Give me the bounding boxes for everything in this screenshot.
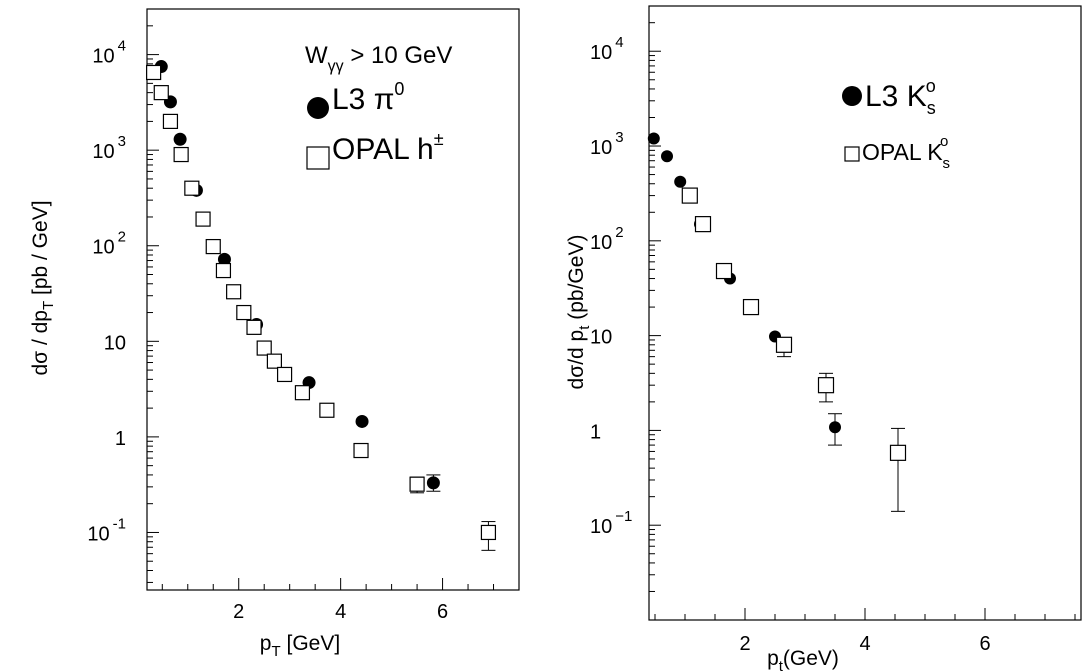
legend-label: OPAL h± xyxy=(332,129,444,166)
x-tick-label: 2 xyxy=(739,633,750,655)
x-tick-label: 4 xyxy=(335,601,346,623)
data-point-square xyxy=(480,524,497,541)
data-point-square xyxy=(236,304,252,321)
data-point-square xyxy=(256,340,272,356)
y-tick-label: 10 3 xyxy=(590,129,624,159)
legend-marker-square xyxy=(306,146,330,170)
y-tick-label: 10 xyxy=(590,327,612,349)
series-2 xyxy=(146,64,497,551)
legend-entry-1: L3 Kso xyxy=(842,76,936,118)
data-point-square xyxy=(694,216,712,233)
data-point-circle xyxy=(355,414,369,428)
data-point-square xyxy=(409,476,425,492)
series-2 xyxy=(681,187,907,512)
data-point-square xyxy=(353,442,369,459)
data-point-square xyxy=(319,402,335,418)
data-point-circle xyxy=(661,150,673,163)
y-tick-label: 1 xyxy=(590,421,601,443)
data-point-square xyxy=(173,146,189,163)
y-tick-label: 10 -1 xyxy=(87,515,126,545)
data-point-square xyxy=(817,377,835,394)
legend-marker-circle xyxy=(842,86,862,106)
data-point-square xyxy=(681,187,698,204)
data-point-circle xyxy=(173,132,187,146)
x-axis-label: pt(GeV) xyxy=(767,647,839,671)
legend-entry-2: OPAL Kso xyxy=(844,133,950,172)
x-tick-label: 6 xyxy=(979,633,990,655)
y-tick-label: 10 2 xyxy=(92,229,126,259)
x-tick-label: 2 xyxy=(233,601,244,623)
legend-label: L3 π0 xyxy=(332,79,404,116)
x-tick-label: 6 xyxy=(437,601,448,623)
legend-label: OPAL Kso xyxy=(862,133,950,172)
data-point-square xyxy=(246,319,262,335)
data-point-square xyxy=(153,85,169,101)
legend-entry-2: OPAL h± xyxy=(306,129,444,170)
y-tick-label: 10 xyxy=(104,332,126,354)
series-1 xyxy=(647,132,842,446)
data-point-square xyxy=(294,385,311,401)
plot-frame xyxy=(146,8,520,591)
data-point-square xyxy=(775,336,793,353)
legend-label: L3 Kso xyxy=(865,76,936,118)
data-point-circle xyxy=(674,175,687,188)
series-1 xyxy=(154,60,441,492)
data-point-square xyxy=(266,353,282,369)
legend-entry-1: L3 π0 xyxy=(307,79,404,119)
y-tick-label: 10 3 xyxy=(92,133,126,163)
data-point-square xyxy=(276,366,293,383)
data-point-square xyxy=(215,262,232,279)
data-point-square xyxy=(226,284,242,300)
y-axis-label: dσ / dpT [pb / GeV] xyxy=(29,200,57,375)
x-tick-label: 4 xyxy=(859,633,870,655)
data-point-square xyxy=(162,113,179,130)
data-point-square xyxy=(742,298,760,316)
data-point-circle xyxy=(647,132,660,145)
cut-annotation: Wγγ > 10 GeV xyxy=(305,42,452,75)
data-point-circle xyxy=(217,252,231,266)
data-point-square xyxy=(205,238,221,255)
legend-marker-square xyxy=(844,146,860,162)
data-point-square xyxy=(889,444,907,461)
x-axis-label: pT [GeV] xyxy=(260,632,340,660)
legend-marker-circle xyxy=(307,97,329,119)
y-tick-label: 10 −1 xyxy=(590,508,632,538)
y-tick-label: 10 4 xyxy=(590,34,624,64)
y-tick-label: 1 xyxy=(115,428,126,450)
data-point-square xyxy=(184,180,200,196)
data-point-circle xyxy=(426,476,440,490)
data-point-circle xyxy=(829,421,841,434)
y-tick-label: 10 2 xyxy=(590,224,624,254)
data-point-square xyxy=(146,64,162,81)
y-axis-label: dσ/d pt (pb/GeV) xyxy=(565,235,593,390)
data-point-square xyxy=(715,262,733,280)
data-point-square xyxy=(195,211,211,227)
y-tick-label: 10 4 xyxy=(92,38,126,68)
